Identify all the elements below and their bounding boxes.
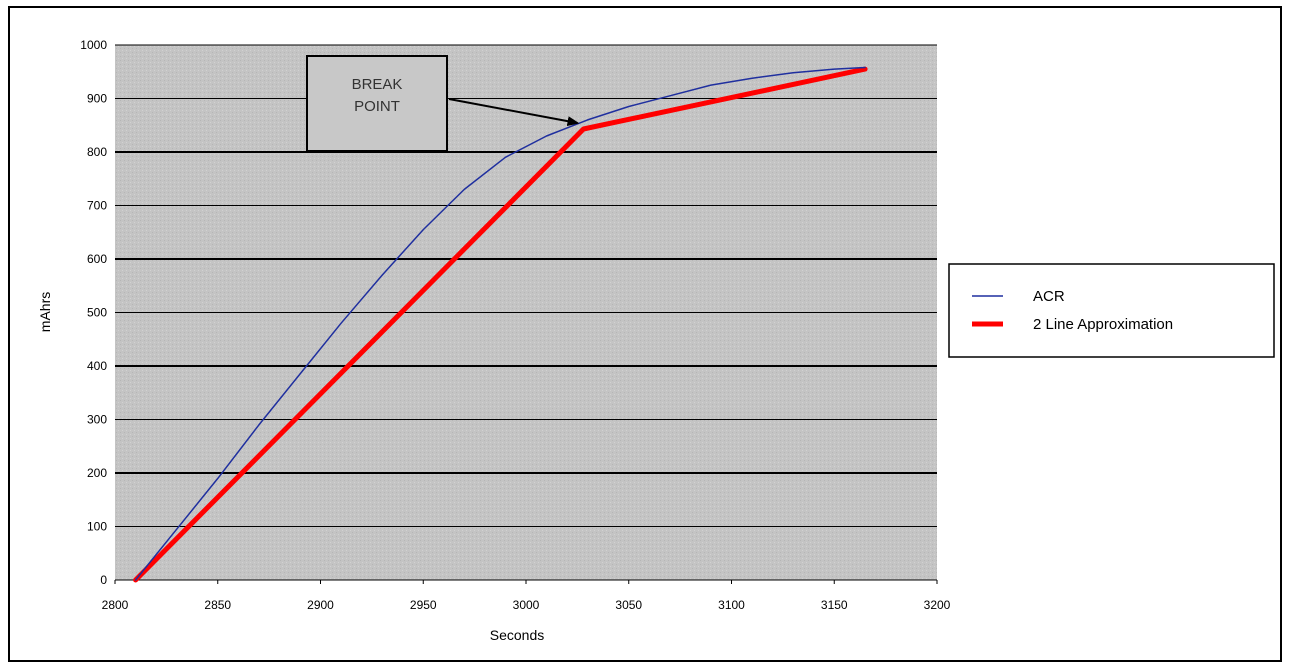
series-line-2-line-approximation [133, 66, 868, 583]
legend-label-2-line-approximation: 2 Line Approximation [1033, 316, 1173, 333]
x-tick-label-3150: 3150 [821, 598, 848, 612]
annotation-box [306, 55, 448, 152]
y-tick-label-0: 0 [100, 573, 107, 587]
break-point-annotation: BREAK POINT [306, 55, 580, 152]
y-tick-labels: 0 100 200 300 400 500 600 700 800 900 1000 [80, 38, 107, 587]
annotation-arrow [448, 98, 580, 127]
y-tick-label-1000: 1000 [80, 38, 107, 52]
x-axis-label: Seconds [490, 627, 544, 643]
y-tick-label-600: 600 [87, 252, 107, 266]
y-tick-label-100: 100 [87, 520, 107, 534]
legend-label-acr: ACR [1033, 288, 1065, 305]
x-tick-label-3100: 3100 [718, 598, 745, 612]
y-tick-label-300: 300 [87, 413, 107, 427]
y-tick-label-200: 200 [87, 466, 107, 480]
x-tick-label-2850: 2850 [204, 598, 231, 612]
y-tick-label-800: 800 [87, 145, 107, 159]
series-layer [133, 66, 868, 583]
x-tick-label-3050: 3050 [615, 598, 642, 612]
series-line-acr [134, 66, 866, 581]
x-tick-label-2950: 2950 [410, 598, 437, 612]
legend: ACR 2 Line Approximation [948, 263, 1275, 358]
x-tick-label-2800: 2800 [102, 598, 129, 612]
x-tick-label-2900: 2900 [307, 598, 334, 612]
y-tick-label-700: 700 [87, 199, 107, 213]
legend-box [948, 263, 1275, 358]
y-axis-label: mAhrs [37, 292, 53, 332]
annotation-line-1: BREAK [352, 76, 403, 93]
x-tick-label-3200: 3200 [924, 598, 951, 612]
y-tick-label-900: 900 [87, 92, 107, 106]
annotation-line-2: POINT [354, 98, 400, 115]
x-tick-label-3000: 3000 [513, 598, 540, 612]
y-tick-label-500: 500 [87, 306, 107, 320]
x-tick-labels: 2800 2850 2900 2950 3000 3050 3100 3150 3200 [102, 580, 951, 612]
gridlines [115, 44, 937, 581]
y-tick-label-400: 400 [87, 359, 107, 373]
